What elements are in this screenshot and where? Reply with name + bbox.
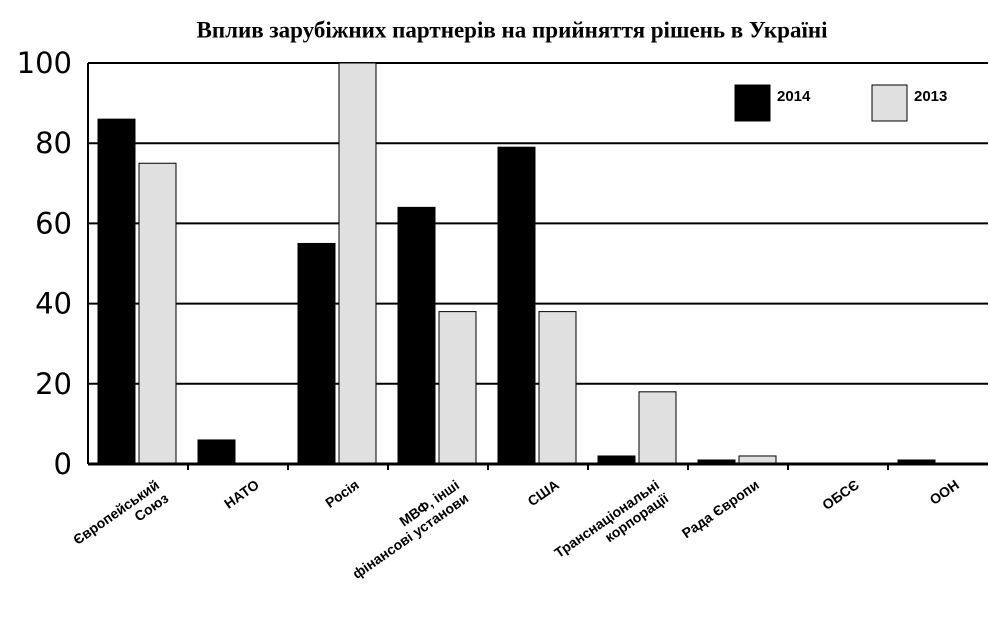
bar bbox=[497, 146, 536, 465]
legend-label: 2013 bbox=[914, 88, 947, 105]
x-tick-label: ЄвропейськийСоюз bbox=[70, 476, 171, 560]
x-tick-label: Рада Європи bbox=[679, 476, 762, 541]
bar bbox=[438, 311, 477, 465]
x-tick-label: ООН bbox=[927, 476, 962, 507]
bar bbox=[297, 242, 336, 465]
bar bbox=[397, 206, 436, 465]
y-tick-label: 20 bbox=[35, 367, 72, 401]
x-tick-label: НАТО bbox=[221, 476, 262, 511]
y-tick-label: 0 bbox=[54, 447, 72, 481]
bar bbox=[538, 311, 577, 465]
chart-title: Вплив зарубіжних партнерів на прийняття … bbox=[197, 17, 829, 42]
bar bbox=[338, 62, 377, 465]
x-tick-label: МВФ, іншіфінансові установи bbox=[340, 476, 471, 581]
x-tick-label: США bbox=[525, 476, 562, 509]
legend-label: 2014 bbox=[777, 88, 811, 105]
x-tick-label: Транснаціональнікорпорації bbox=[551, 476, 672, 574]
legend-swatch bbox=[734, 84, 771, 122]
bar bbox=[97, 118, 136, 465]
y-tick-label: 100 bbox=[17, 46, 72, 80]
x-tick-label: Росія bbox=[322, 476, 362, 510]
legend-swatch bbox=[871, 84, 908, 122]
y-tick-label: 60 bbox=[35, 206, 72, 240]
y-tick-label: 40 bbox=[35, 287, 72, 321]
bar bbox=[138, 162, 177, 465]
bar bbox=[197, 439, 236, 465]
bar bbox=[638, 391, 677, 465]
y-tick-label: 80 bbox=[35, 126, 72, 160]
x-tick-label: ОБСЄ bbox=[819, 476, 862, 513]
